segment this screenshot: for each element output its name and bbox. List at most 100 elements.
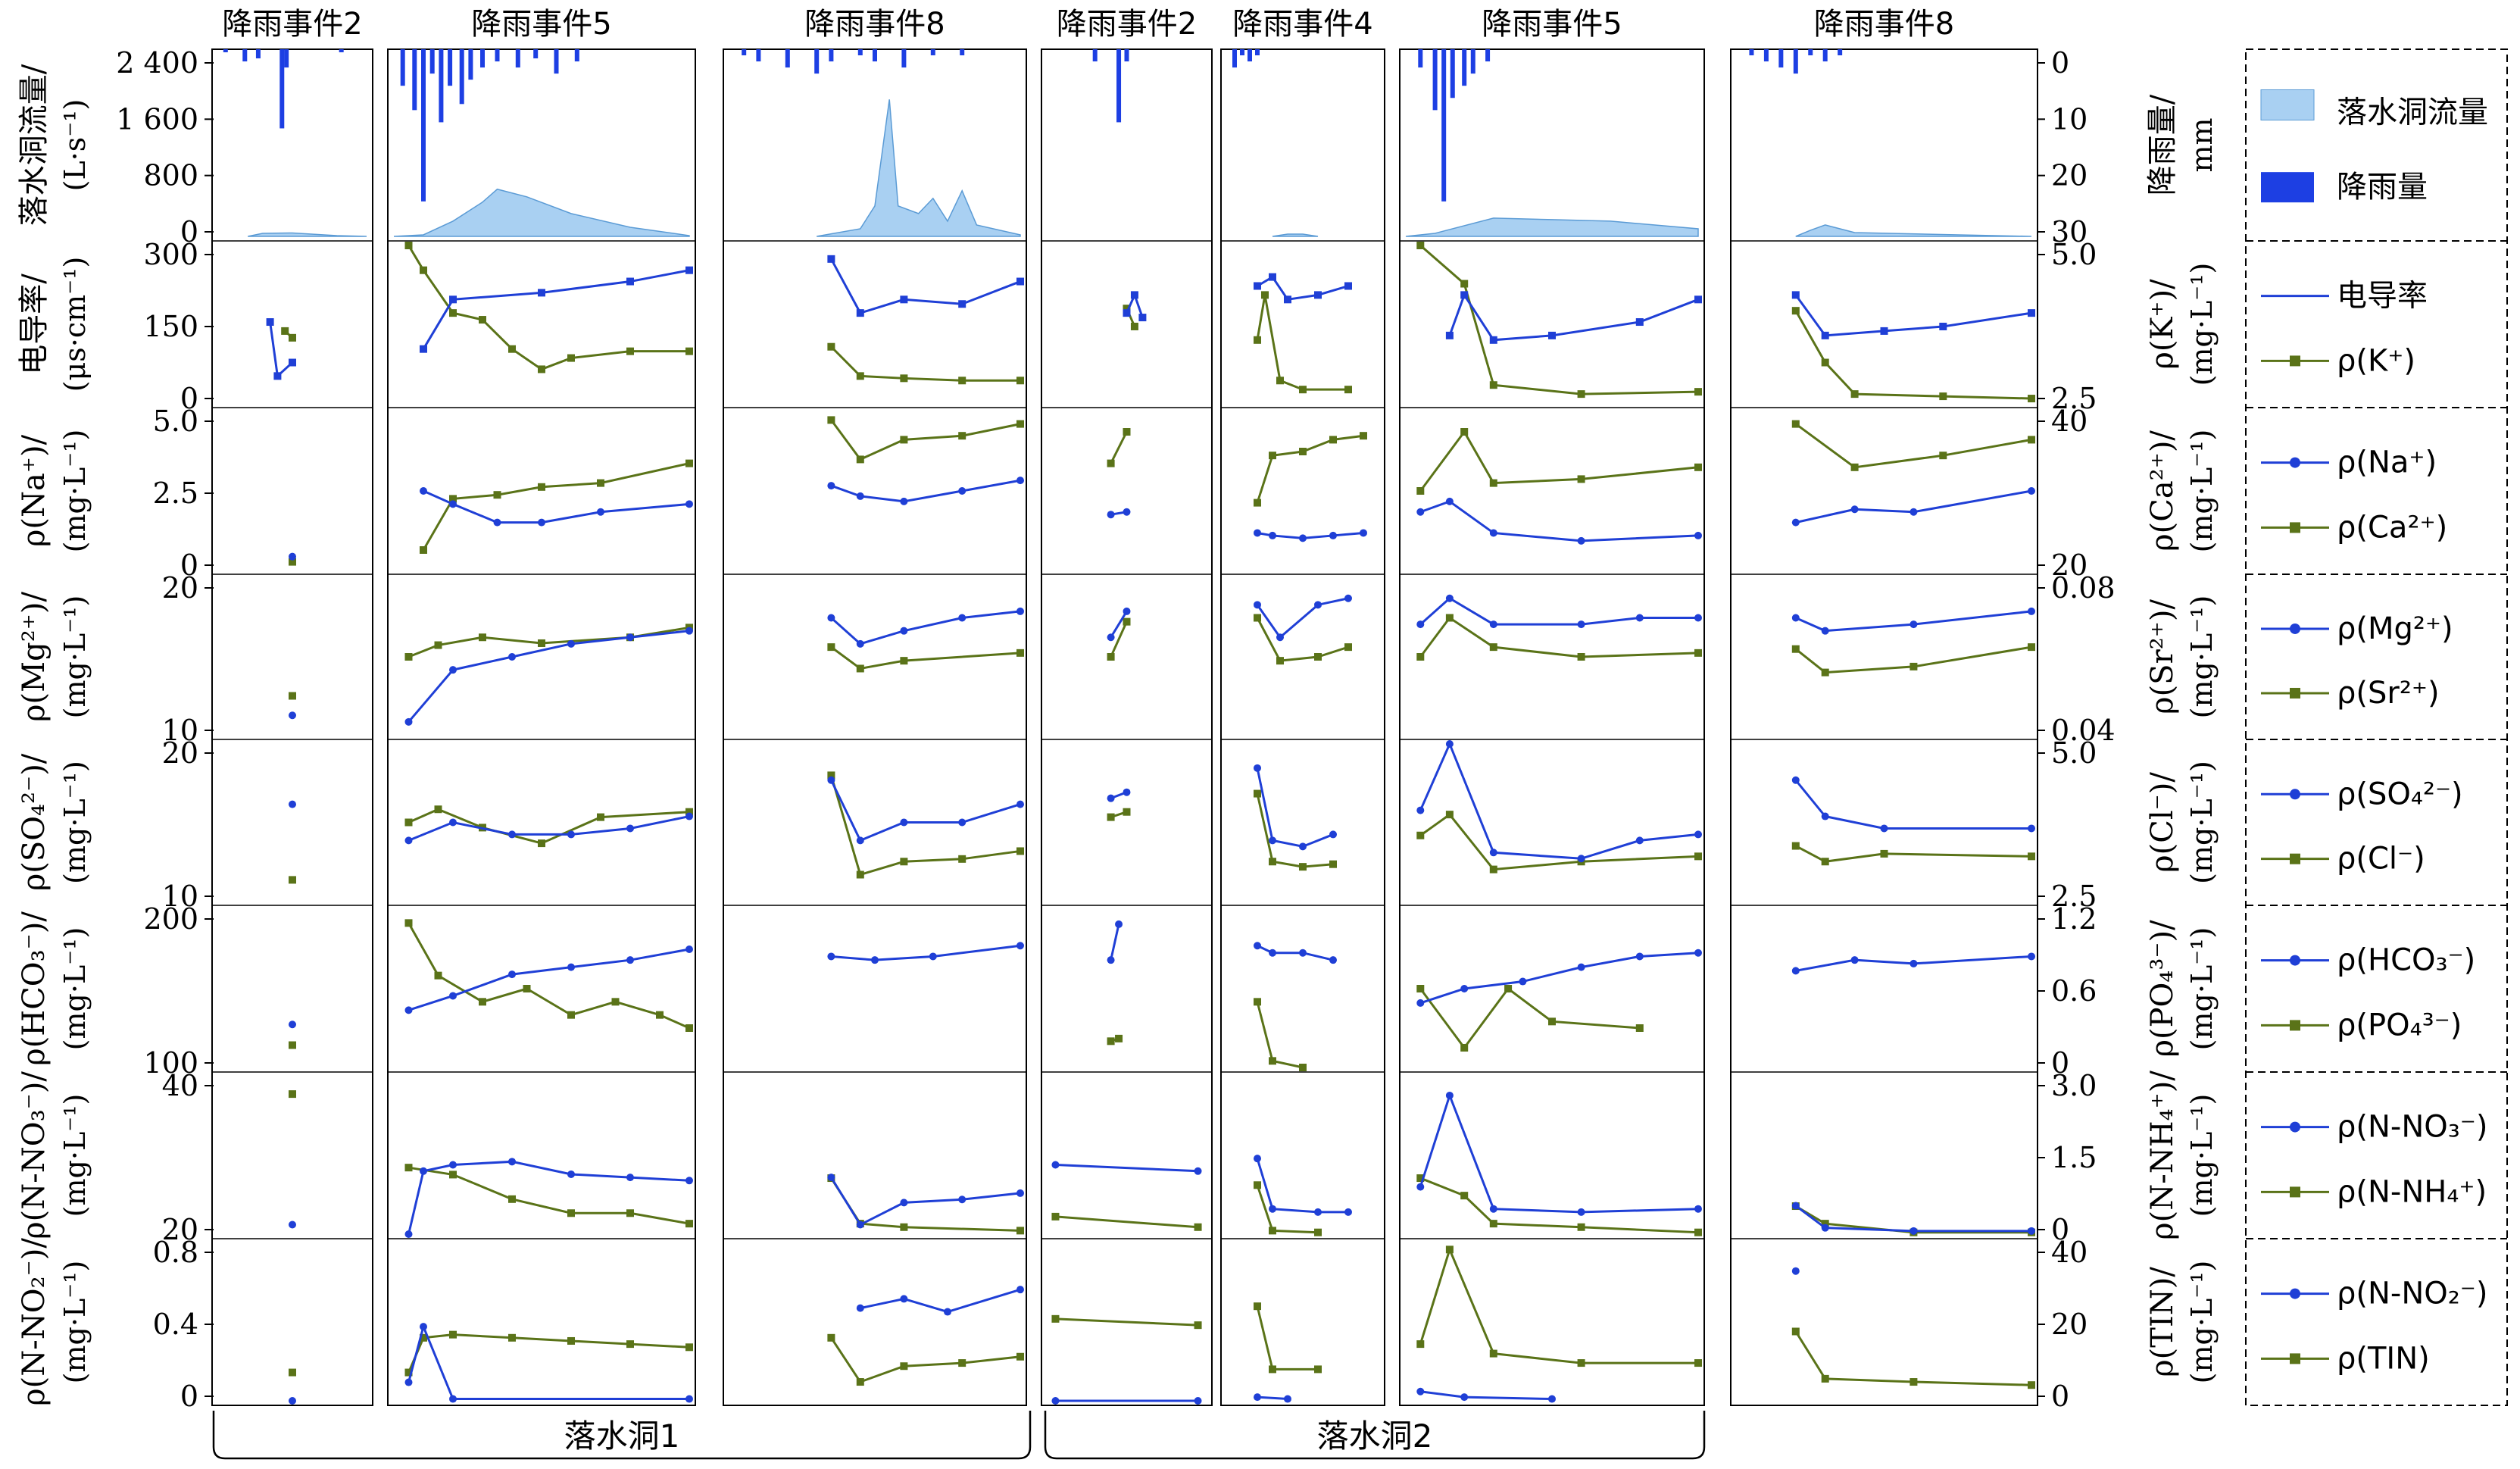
green-series-point — [1254, 499, 1261, 507]
blue-series-point — [449, 295, 457, 304]
column-header: 降雨事件4 — [1232, 7, 1372, 42]
legend-rain-swatch — [2261, 172, 2314, 203]
green-series-point — [1269, 1057, 1276, 1065]
green-series-line — [408, 808, 690, 845]
blue-series-point — [626, 277, 634, 286]
rain-bar — [339, 49, 344, 53]
legend-dot-marker — [2290, 1121, 2300, 1133]
blue-series-point — [1016, 277, 1024, 286]
green-series-point — [434, 805, 442, 814]
rain-bar — [1255, 49, 1260, 56]
blue-series-point — [449, 500, 457, 508]
right-axis-label: ρ(Ca²⁺)/ — [2145, 430, 2180, 552]
blue-series-point — [1694, 531, 1702, 539]
blue-series-point — [1694, 949, 1702, 957]
blue-series-point — [1489, 849, 1497, 857]
rain-bar — [901, 49, 907, 68]
green-series-point — [827, 771, 835, 780]
left-axis-label: ρ(Mg²⁺)/ — [17, 592, 52, 722]
green-series-point — [1445, 811, 1454, 819]
blue-series-point — [1299, 949, 1307, 957]
green-series-point — [856, 372, 864, 380]
green-series-point — [1460, 428, 1469, 436]
green-series-line — [830, 419, 1021, 461]
green-series-point — [1577, 653, 1585, 661]
blue-series-point — [1548, 331, 1556, 339]
blue-series-point — [404, 1230, 413, 1238]
legend-label: ρ(Cl⁻) — [2337, 842, 2425, 877]
green-series-point — [1107, 1037, 1115, 1045]
blue-series-point — [1635, 836, 1644, 845]
green-series-point — [827, 342, 835, 351]
blue-series-point — [958, 487, 966, 495]
green-series-line — [1419, 813, 1699, 871]
panel-column-frame — [1730, 48, 2038, 1406]
flow-area — [1405, 217, 1699, 237]
green-series-point — [1791, 645, 1800, 653]
blue-series-line — [1420, 1390, 1553, 1401]
blue-series-point — [1269, 531, 1276, 539]
blue-series-point — [2028, 1227, 2035, 1235]
green-series-point — [404, 242, 413, 249]
green-series-point — [685, 1343, 693, 1352]
green-series-point — [1016, 1227, 1024, 1235]
panel-column-frame — [1220, 48, 1385, 1406]
rain-bar — [930, 49, 935, 56]
legend-label: 降雨量 — [2337, 170, 2428, 205]
left-axis-unit: (mg·L⁻¹) — [58, 430, 92, 553]
green-series-point — [1254, 998, 1261, 1006]
blue-series-point — [404, 1378, 413, 1386]
blue-series-point — [1107, 794, 1115, 802]
green-series-point — [2028, 643, 2035, 652]
blue-series-point — [1107, 511, 1115, 519]
green-series-point — [1416, 653, 1425, 661]
blue-series-point — [567, 639, 575, 648]
green-series-point — [420, 546, 427, 554]
blue-series-point — [1791, 614, 1800, 622]
legend-dot-marker — [2290, 1288, 2300, 1299]
green-series-point — [685, 1024, 693, 1032]
green-series-point — [479, 633, 486, 642]
green-series-line — [1795, 1205, 2031, 1234]
blue-series-point — [1107, 633, 1115, 642]
green-series-point — [289, 692, 296, 700]
blue-series-point — [404, 836, 413, 845]
green-series-point — [1694, 1228, 1702, 1236]
blue-series-point — [1416, 1183, 1425, 1191]
blue-series-point — [1577, 1208, 1585, 1216]
blue-series-point — [420, 1323, 427, 1331]
legend-square-marker — [2290, 1353, 2300, 1364]
green-series-line — [1256, 793, 1334, 868]
right-tick-label: 40 — [2051, 1236, 2088, 1269]
green-series-point — [1694, 388, 1702, 396]
green-series-point — [1016, 847, 1024, 855]
green-series-point — [289, 333, 296, 342]
blue-series-point — [1123, 508, 1131, 516]
blue-series-point — [1791, 967, 1800, 975]
right-tick-label: 0 — [2051, 1213, 2069, 1246]
blue-series-point — [1460, 291, 1469, 299]
rain-bar — [223, 49, 228, 53]
green-series-point — [1123, 428, 1131, 436]
left-axis-label: ρ(N-NO₂⁻)/ — [17, 1238, 52, 1406]
blue-series-point — [1269, 1205, 1276, 1213]
green-series-line — [1256, 1001, 1304, 1069]
blue-series-point — [1329, 531, 1337, 539]
green-series-point — [1123, 808, 1131, 816]
blue-series-point — [958, 1196, 966, 1204]
blue-series-line — [408, 1323, 689, 1401]
blue-series-point — [1445, 331, 1454, 339]
green-series-line — [1419, 244, 1699, 395]
green-series-point — [1314, 653, 1322, 661]
blue-series-point — [404, 717, 413, 726]
legend-label: ρ(SO₄²⁻) — [2337, 777, 2463, 811]
blue-series-point — [1460, 985, 1469, 992]
right-axis-label: ρ(N-NH₄⁺)/ — [2145, 1070, 2180, 1240]
right-axis-unit: mm — [2185, 117, 2219, 172]
blue-series-point — [538, 289, 545, 297]
column-header: 降雨事件8 — [804, 7, 945, 42]
green-series-point — [404, 653, 413, 661]
group-label: 落水洞2 — [1317, 1417, 1433, 1455]
green-series-point — [1276, 377, 1284, 385]
blue-series-point — [1299, 842, 1307, 851]
